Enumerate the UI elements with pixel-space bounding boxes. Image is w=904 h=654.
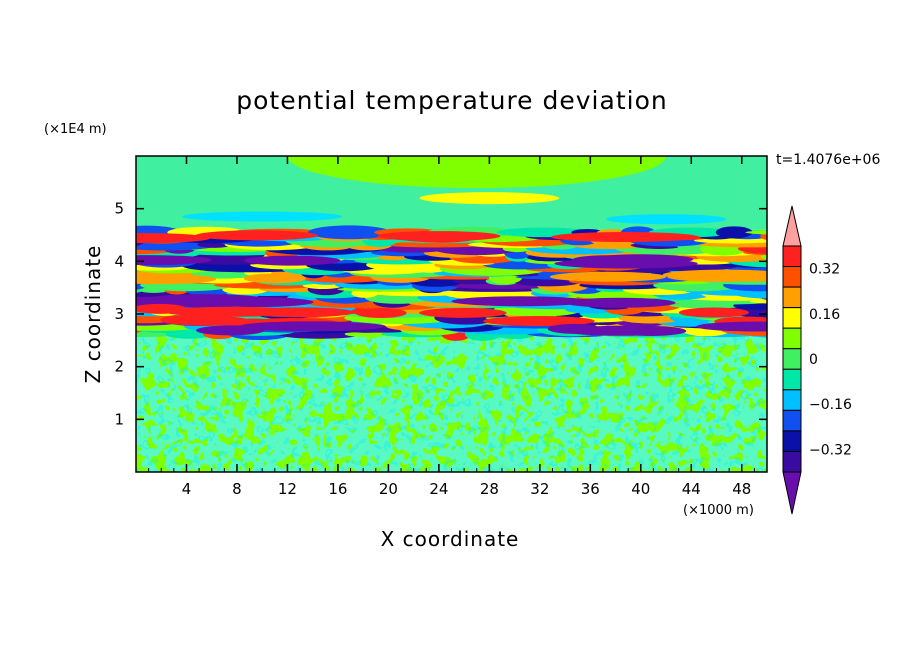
x-axis-label: X coordinate [380,527,520,551]
field-cell [307,225,391,240]
upper-lobe [287,156,666,188]
colorbar-swatch [782,389,802,411]
band-lower-noise2 [136,335,767,472]
colorbar-tick-label: 0 [809,352,818,368]
x-tick-label: 12 [278,480,297,498]
field-strong-cell [483,316,595,327]
field-strong-cell [163,306,302,317]
heatmap-field [136,156,888,472]
field-cell [760,254,767,260]
x-tick-label: 40 [631,480,650,498]
field-strong-cell [696,321,767,332]
field-cell [759,294,767,300]
colorbar-swatch [782,450,802,473]
chart-title: potential temperature deviation [236,86,668,115]
field-cell [382,241,490,248]
x-tick-label: 44 [682,480,701,498]
field-strong-cell [565,297,676,308]
colorbar-tick-label: 0.16 [809,307,840,323]
colorbar-swatch [782,327,802,350]
field-strong-cell [377,231,501,242]
field-strong-cell [136,255,212,266]
field-strong-cell [243,273,307,284]
field-cell [715,226,753,239]
colorbar-swatch [782,266,802,288]
field-strong-cell [136,274,217,285]
x-tick-label: 36 [581,480,600,498]
colorbar-tick-label: 0.32 [809,262,840,278]
field-cell [749,299,767,304]
field-strong-cell [549,271,667,282]
x-tick-label: 32 [530,480,549,498]
time-annotation: t=1.4076e+06 [776,152,881,168]
x-unit-label: (×1000 m) [683,503,754,518]
field-strong-cell [136,303,187,314]
field-strong-cell [160,314,217,325]
field-strong-cell [195,230,318,241]
field-strong-cell [451,296,591,307]
field-strong-cell [571,255,640,266]
x-tick-label: 8 [232,480,242,498]
field-cell [760,232,767,241]
colorbar-max-arrow [782,205,802,247]
field-strong-cell [550,232,700,243]
y-tick-label: 4 [114,252,124,270]
field-cell [760,238,767,243]
field-strong-cell [562,325,681,336]
upper-cyan-blob2 [606,214,727,225]
field-strong-cell [243,255,341,266]
y-unit-label: (×1E4 m) [44,122,107,137]
upper-cyan-blob [182,211,343,222]
field-strong-cell [238,321,384,332]
y-tick-label: 2 [114,358,124,376]
colorbar-swatch [782,245,802,268]
colorbar-swatch [782,430,802,452]
y-tick-label: 5 [114,200,124,218]
field-strong-cell [136,233,211,244]
field-cell [770,287,854,292]
x-tick-label: 4 [182,480,192,498]
colorbar-swatch [782,307,802,329]
colorbar-swatch [782,348,802,370]
x-tick-label: 24 [429,480,448,498]
field-strong-cell [419,307,507,318]
field-cell [745,230,767,235]
colorbar-min-arrow [782,471,802,515]
field-cell [788,246,888,251]
x-tick-label: 28 [480,480,499,498]
colorbar-swatch [782,286,802,309]
field-strong-cell [678,307,749,318]
x-tick-label: 20 [379,480,398,498]
y-tick-label: 3 [114,305,124,323]
colorbar-tick-label: −0.16 [809,397,852,413]
field-strong-cell [662,269,767,280]
x-tick-label: 16 [328,480,347,498]
upper-yellow-blob [419,192,560,205]
y-tick-label: 1 [114,410,124,428]
x-tick-label: 48 [732,480,751,498]
colorbar-swatch [782,368,802,391]
colorbar-swatch [782,409,802,432]
field-strong-cell [355,307,407,318]
colorbar-tick-label: −0.32 [809,442,852,458]
